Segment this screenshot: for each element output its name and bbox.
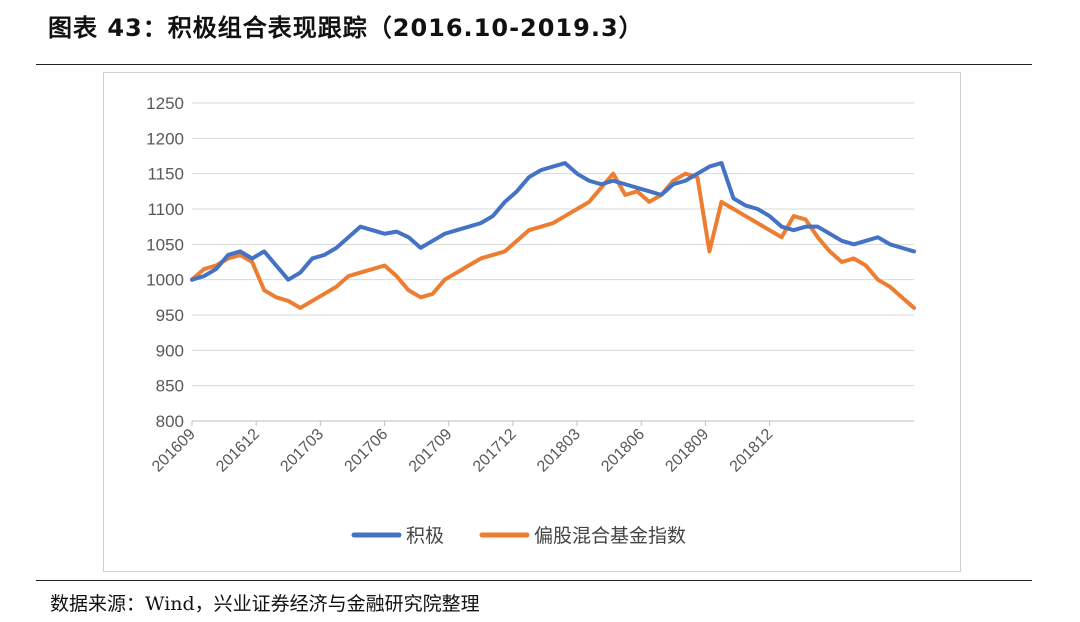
series-line bbox=[190, 161, 916, 282]
y-tick-label: 1100 bbox=[147, 200, 184, 219]
y-tick-label: 1000 bbox=[146, 271, 184, 290]
x-tick-label: 201809 bbox=[662, 426, 712, 476]
y-tick-label: 1250 bbox=[146, 94, 184, 113]
line-chart: 800 850 900 950 1000 1050 1100 1150 1200 1250 201… bbox=[146, 94, 916, 547]
y-tick-label: 900 bbox=[156, 341, 184, 360]
x-tick-label: 201806 bbox=[598, 426, 648, 476]
source-note: 数据来源：Wind，兴业证券经济与金融研究院整理 bbox=[50, 593, 480, 615]
y-tick-label: 850 bbox=[156, 377, 184, 396]
x-axis-ticks: 201609 201612 201703 201706 201709 201712 2018… bbox=[149, 421, 777, 476]
bottom-rule bbox=[36, 580, 1032, 581]
y-tick-label: 1150 bbox=[147, 165, 184, 184]
series-lines bbox=[190, 161, 916, 310]
x-tick-label: 201706 bbox=[342, 426, 392, 476]
figure-title: 图表 43：积极组合表现跟踪（2016.10-2019.3） bbox=[48, 14, 644, 42]
y-tick-label: 1050 bbox=[146, 235, 184, 254]
series-line bbox=[190, 171, 916, 310]
x-tick-label: 201803 bbox=[534, 426, 584, 476]
top-rule bbox=[36, 64, 1032, 65]
y-tick-label: 1200 bbox=[146, 129, 184, 148]
y-tick-label: 800 bbox=[156, 412, 184, 431]
x-tick-label: 201712 bbox=[470, 426, 520, 476]
legend-label: 偏股混合基金指数 bbox=[534, 525, 686, 547]
legend: 积极 偏股混合基金指数 bbox=[351, 525, 686, 547]
y-axis-ticks: 800 850 900 950 1000 1050 1100 1150 1200 1250 bbox=[146, 94, 184, 431]
chart-frame: 800 850 900 950 1000 1050 1100 1150 1200 1250 201… bbox=[103, 72, 961, 572]
x-tick-label: 201709 bbox=[406, 426, 456, 476]
legend-label: 积极 bbox=[406, 525, 444, 547]
x-tick-label: 201612 bbox=[213, 426, 263, 476]
x-tick-label: 201703 bbox=[277, 426, 327, 476]
x-tick-label: 201609 bbox=[149, 426, 199, 476]
x-tick-label: 201812 bbox=[727, 426, 777, 476]
y-tick-label: 950 bbox=[156, 306, 184, 325]
gridlines bbox=[192, 102, 914, 422]
